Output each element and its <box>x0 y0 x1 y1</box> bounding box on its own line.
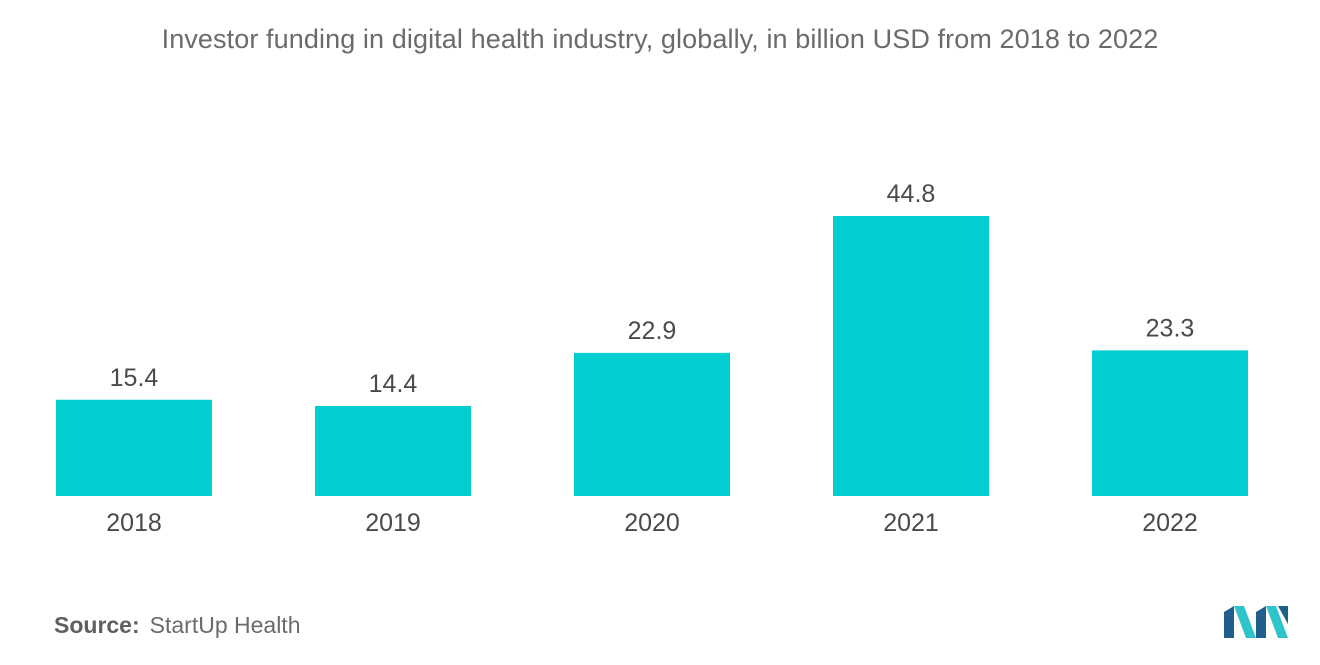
x-tick-label-2019: 2019 <box>365 509 421 537</box>
bar-2020 <box>574 352 730 496</box>
x-tick-label-2021: 2021 <box>883 509 939 537</box>
chart-title: Investor funding in digital health indus… <box>161 24 1159 54</box>
bar-2019 <box>315 406 471 496</box>
x-tick-label-2022: 2022 <box>1142 509 1198 537</box>
mordor-intelligence-logo-icon <box>1224 606 1288 638</box>
data-label-2022: 23.3 <box>1146 314 1195 342</box>
data-label-2021: 44.8 <box>887 180 936 208</box>
bar-2021 <box>833 216 989 496</box>
source-note: Source: StartUp Health <box>54 612 301 639</box>
x-tick-label-2020: 2020 <box>624 509 680 537</box>
source-label: Source: <box>54 612 140 638</box>
data-label-2018: 15.4 <box>110 364 159 392</box>
data-label-2019: 14.4 <box>369 370 418 398</box>
bar-2018 <box>56 399 212 496</box>
x-tick-label-2018: 2018 <box>106 509 162 537</box>
source-text: StartUp Health <box>149 612 301 638</box>
data-label-2020: 22.9 <box>628 317 677 345</box>
bar-2022 <box>1092 350 1248 496</box>
